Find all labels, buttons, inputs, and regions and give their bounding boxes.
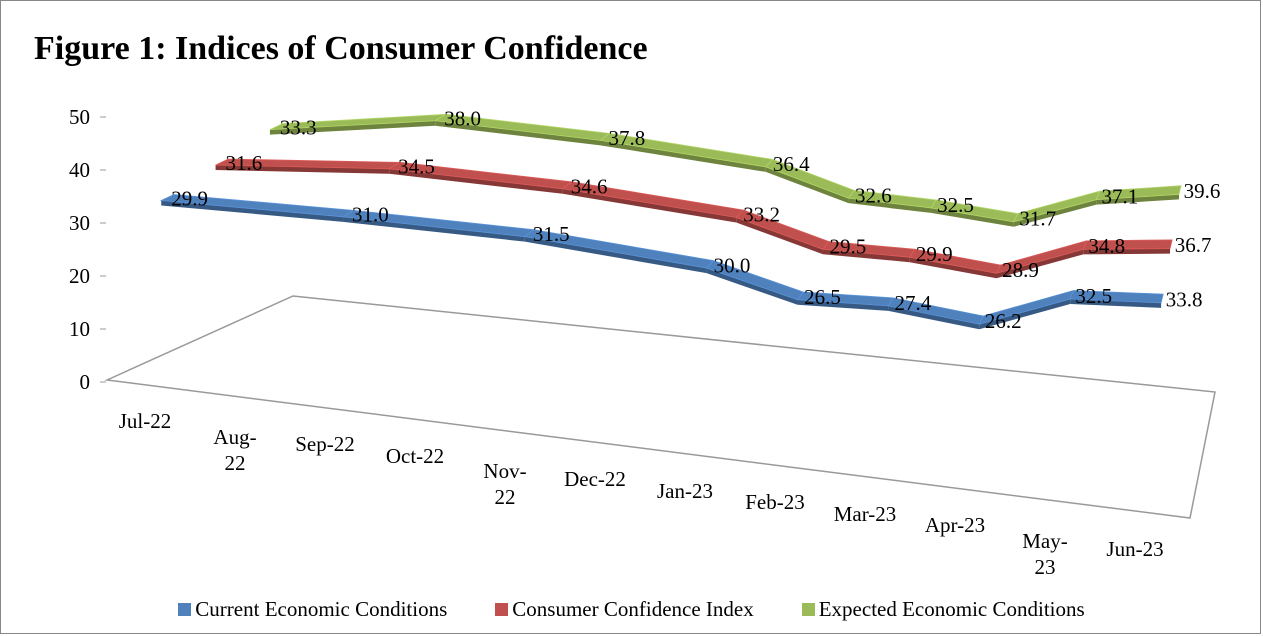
x-tick-label: Jun-23	[1106, 536, 1164, 561]
data-label: 31.7	[1019, 207, 1056, 231]
line-side	[765, 166, 849, 204]
legend: Current Economic Conditions Consumer Conf…	[0, 597, 1263, 622]
floor	[104, 295, 1216, 519]
y-tick-label: 10	[69, 317, 90, 341]
legend-swatch	[801, 603, 815, 616]
data-label: 32.5	[1075, 284, 1112, 308]
line-side	[888, 305, 980, 330]
line-side	[931, 207, 1014, 227]
line-side	[161, 200, 344, 222]
line-side	[562, 188, 737, 223]
line-side	[343, 216, 525, 242]
data-label: 34.8	[1088, 234, 1125, 258]
data-label: 34.6	[571, 174, 608, 198]
line-side	[1096, 194, 1179, 205]
x-tick-label: Aug-22	[213, 424, 257, 475]
line-side	[996, 249, 1084, 279]
legend-swatch	[495, 603, 509, 616]
x-tick-label: Dec-22	[564, 467, 626, 491]
data-label: 29.9	[171, 187, 208, 211]
y-tick-label: 50	[69, 105, 90, 129]
y-tick-label: 40	[69, 158, 90, 182]
y-tick-label: 20	[69, 264, 90, 288]
line-side	[797, 299, 889, 311]
line-side	[909, 257, 997, 279]
data-label: 34.5	[398, 155, 435, 179]
chart-title: Figure 1: Indices of Consumer Confidence	[34, 30, 648, 67]
legend-label: Current Economic Conditions	[195, 597, 448, 621]
x-tick-label: Jul-22	[118, 409, 172, 433]
data-label: 26.5	[804, 285, 841, 309]
line-side	[269, 120, 436, 135]
data-label: 26.2	[985, 309, 1022, 333]
data-label: 36.4	[773, 152, 810, 176]
line-side	[435, 120, 601, 146]
legend-swatch	[178, 603, 192, 616]
x-tick-label: May-23	[1022, 529, 1068, 579]
x-tick-label: Sep-22	[295, 432, 355, 457]
line-side	[1070, 299, 1162, 308]
data-label: 31.0	[352, 203, 389, 227]
line-side	[979, 299, 1071, 330]
x-tick-label: Jan-23	[657, 478, 713, 503]
line-side	[600, 140, 766, 172]
data-label: 38.0	[444, 107, 481, 131]
line-side	[524, 236, 707, 274]
line-side	[736, 217, 823, 255]
data-label: 32.5	[937, 193, 974, 217]
x-tick-label: Nov-22	[483, 459, 527, 510]
data-label: 37.1	[1101, 184, 1138, 208]
line-side	[822, 249, 910, 263]
y-tick-label: 0	[80, 370, 91, 394]
line-segment	[1069, 290, 1164, 304]
legend-item: Consumer Confidence Index	[495, 597, 754, 622]
data-label: 33.3	[280, 116, 317, 140]
legend-label: Expected Economic Conditions	[818, 597, 1085, 621]
line-side	[706, 268, 798, 305]
x-tick-label: Feb-23	[745, 490, 805, 515]
y-tick-label: 30	[69, 211, 90, 235]
data-label: 28.9	[1002, 258, 1039, 282]
legend-label: Consumer Confidence Index	[512, 597, 754, 621]
data-label: 31.6	[226, 151, 263, 175]
data-label: 39.6	[1184, 179, 1221, 203]
legend-item: Expected Economic Conditions	[801, 597, 1085, 622]
data-label: 33.8	[1166, 287, 1203, 311]
data-label: 29.9	[916, 242, 953, 266]
line-side	[1083, 248, 1171, 255]
x-tick-label: Apr-23	[924, 513, 986, 538]
data-label: 30.0	[714, 253, 751, 277]
x-tick-label: Oct-22	[385, 443, 445, 468]
data-label: 37.8	[609, 126, 646, 150]
line-side	[215, 165, 390, 174]
x-tick-label: Mar-23	[833, 501, 897, 526]
data-label: 33.2	[743, 203, 780, 227]
line-segment	[1082, 239, 1173, 250]
data-label: 36.7	[1175, 233, 1212, 257]
line-side	[848, 198, 932, 213]
line-side	[389, 168, 563, 194]
data-label: 27.4	[895, 291, 932, 315]
data-label: 29.5	[830, 234, 867, 258]
line-segment	[1095, 185, 1182, 201]
data-label: 31.5	[533, 222, 570, 246]
legend-item: Current Economic Conditions	[178, 597, 447, 622]
data-label: 32.6	[855, 183, 892, 207]
line-side	[1013, 199, 1097, 227]
